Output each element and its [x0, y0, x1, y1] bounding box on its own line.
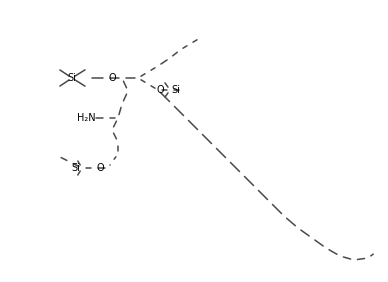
- Text: Si: Si: [71, 163, 80, 173]
- Text: O: O: [156, 85, 164, 95]
- Text: Si: Si: [171, 85, 180, 95]
- Text: O: O: [108, 73, 116, 83]
- Text: O: O: [96, 163, 104, 173]
- Text: Si: Si: [68, 73, 76, 83]
- Text: H₂N: H₂N: [77, 113, 96, 123]
